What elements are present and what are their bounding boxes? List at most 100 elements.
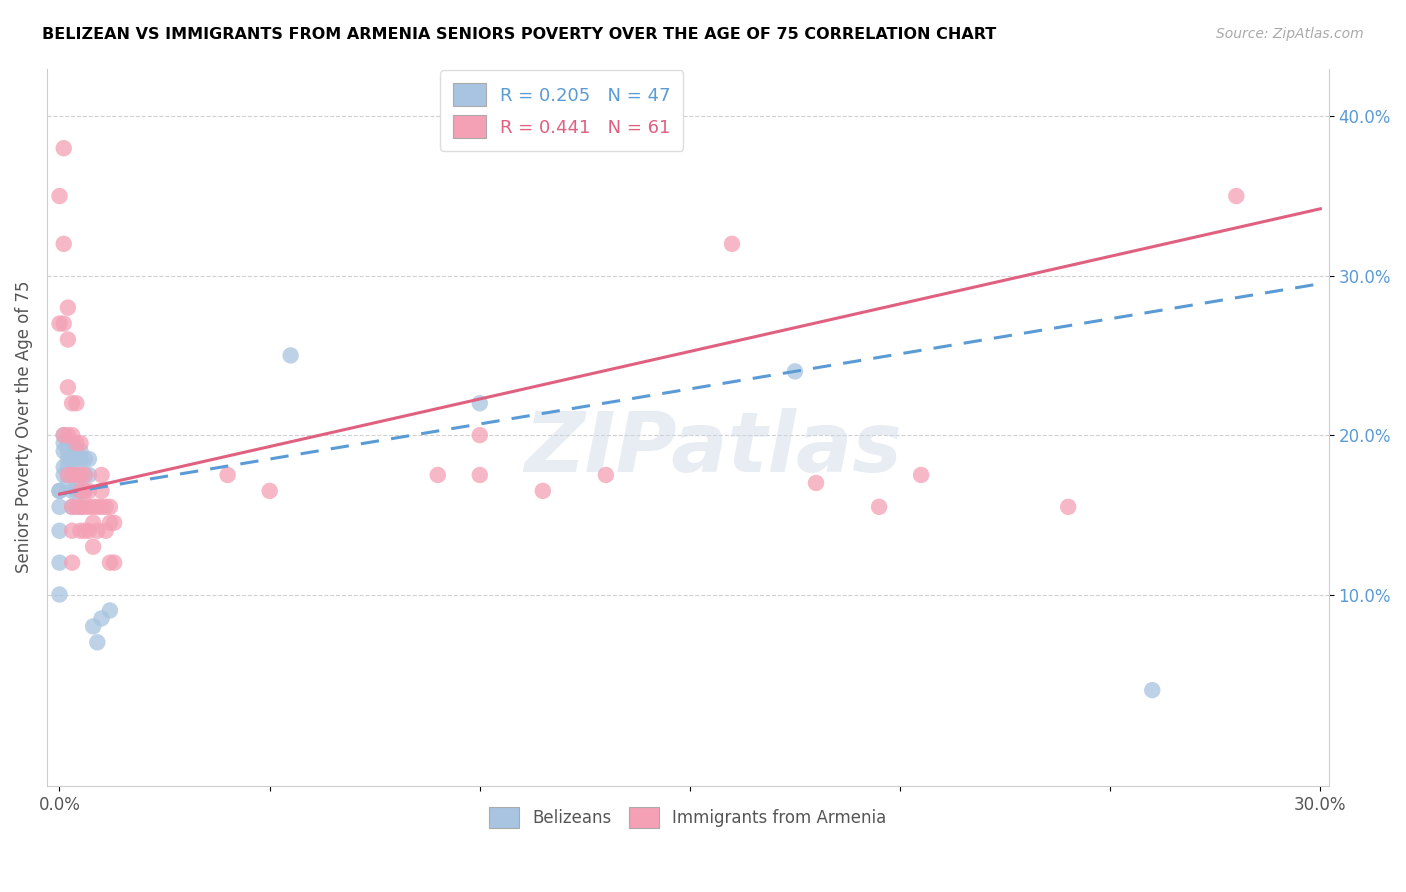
Text: BELIZEAN VS IMMIGRANTS FROM ARMENIA SENIORS POVERTY OVER THE AGE OF 75 CORRELATI: BELIZEAN VS IMMIGRANTS FROM ARMENIA SENI… bbox=[42, 27, 997, 42]
Point bbox=[280, 348, 302, 362]
Point bbox=[60, 467, 83, 482]
Point bbox=[52, 317, 75, 331]
Point bbox=[52, 444, 75, 458]
Point bbox=[52, 436, 75, 450]
Point bbox=[65, 500, 87, 514]
Point bbox=[82, 619, 104, 633]
Point bbox=[48, 483, 70, 498]
Point bbox=[69, 483, 91, 498]
Point bbox=[98, 516, 121, 530]
Point bbox=[48, 500, 70, 514]
Point bbox=[60, 396, 83, 410]
Point bbox=[468, 396, 491, 410]
Point bbox=[82, 500, 104, 514]
Point bbox=[69, 467, 91, 482]
Point bbox=[56, 436, 79, 450]
Point bbox=[531, 483, 554, 498]
Point bbox=[60, 467, 83, 482]
Point bbox=[77, 483, 100, 498]
Point bbox=[783, 364, 806, 378]
Point bbox=[82, 516, 104, 530]
Point bbox=[1225, 189, 1247, 203]
Point bbox=[82, 540, 104, 554]
Point bbox=[910, 467, 932, 482]
Point bbox=[868, 500, 890, 514]
Point bbox=[77, 467, 100, 482]
Point bbox=[52, 236, 75, 251]
Point bbox=[103, 516, 125, 530]
Point bbox=[65, 444, 87, 458]
Point bbox=[77, 452, 100, 467]
Point bbox=[56, 475, 79, 490]
Point bbox=[73, 483, 96, 498]
Point bbox=[56, 467, 79, 482]
Point bbox=[73, 452, 96, 467]
Point bbox=[65, 467, 87, 482]
Point bbox=[65, 436, 87, 450]
Point bbox=[98, 500, 121, 514]
Point bbox=[65, 452, 87, 467]
Point bbox=[69, 452, 91, 467]
Point bbox=[73, 483, 96, 498]
Point bbox=[48, 317, 70, 331]
Point bbox=[48, 556, 70, 570]
Point bbox=[90, 500, 112, 514]
Point bbox=[259, 483, 281, 498]
Point bbox=[73, 524, 96, 538]
Point bbox=[52, 428, 75, 442]
Point bbox=[48, 189, 70, 203]
Point bbox=[86, 635, 108, 649]
Point bbox=[60, 436, 83, 450]
Point bbox=[77, 524, 100, 538]
Point bbox=[468, 428, 491, 442]
Point bbox=[56, 428, 79, 442]
Point bbox=[60, 436, 83, 450]
Point bbox=[52, 460, 75, 475]
Y-axis label: Seniors Poverty Over the Age of 75: Seniors Poverty Over the Age of 75 bbox=[15, 281, 32, 574]
Point bbox=[90, 467, 112, 482]
Point bbox=[56, 380, 79, 394]
Point bbox=[56, 436, 79, 450]
Point bbox=[90, 483, 112, 498]
Point bbox=[69, 524, 91, 538]
Point bbox=[69, 436, 91, 450]
Point bbox=[56, 333, 79, 347]
Point bbox=[217, 467, 239, 482]
Point bbox=[94, 500, 117, 514]
Point bbox=[60, 500, 83, 514]
Point bbox=[73, 467, 96, 482]
Text: Source: ZipAtlas.com: Source: ZipAtlas.com bbox=[1216, 27, 1364, 41]
Point bbox=[69, 467, 91, 482]
Point bbox=[86, 500, 108, 514]
Point bbox=[65, 396, 87, 410]
Point bbox=[52, 467, 75, 482]
Point bbox=[69, 483, 91, 498]
Point bbox=[1142, 683, 1164, 698]
Point bbox=[804, 475, 827, 490]
Point bbox=[69, 500, 91, 514]
Point bbox=[56, 467, 79, 482]
Text: ZIPatlas: ZIPatlas bbox=[524, 409, 903, 489]
Point bbox=[426, 467, 449, 482]
Point bbox=[60, 500, 83, 514]
Point bbox=[60, 524, 83, 538]
Point bbox=[94, 524, 117, 538]
Point bbox=[60, 436, 83, 450]
Point bbox=[98, 603, 121, 617]
Point bbox=[65, 483, 87, 498]
Point bbox=[73, 500, 96, 514]
Point bbox=[721, 236, 744, 251]
Point bbox=[69, 500, 91, 514]
Point bbox=[48, 524, 70, 538]
Point bbox=[77, 500, 100, 514]
Point bbox=[98, 556, 121, 570]
Point bbox=[60, 452, 83, 467]
Point bbox=[56, 301, 79, 315]
Point bbox=[48, 587, 70, 601]
Point bbox=[86, 524, 108, 538]
Point bbox=[90, 611, 112, 625]
Point bbox=[56, 460, 79, 475]
Point bbox=[103, 556, 125, 570]
Point bbox=[60, 483, 83, 498]
Legend: Belizeans, Immigrants from Armenia: Belizeans, Immigrants from Armenia bbox=[482, 800, 893, 835]
